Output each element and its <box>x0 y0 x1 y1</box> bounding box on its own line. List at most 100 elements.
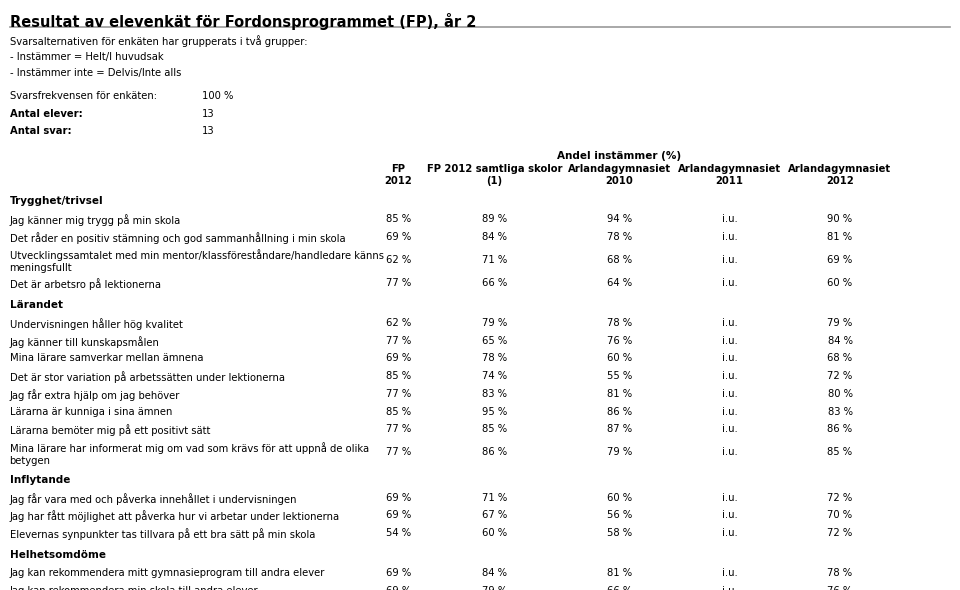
Text: 77 %: 77 % <box>386 389 411 399</box>
Text: 65 %: 65 % <box>482 336 507 346</box>
Text: Trygghet/trivsel: Trygghet/trivsel <box>10 196 104 206</box>
Text: 84 %: 84 % <box>482 232 507 242</box>
Text: Svarsalternativen för enkäten har grupperats i två grupper:: Svarsalternativen för enkäten har gruppe… <box>10 35 307 47</box>
Text: 80 %: 80 % <box>828 389 852 399</box>
Text: 13: 13 <box>202 109 214 119</box>
Text: Inflytande: Inflytande <box>10 475 70 485</box>
Text: 68 %: 68 % <box>607 255 632 265</box>
Text: 77 %: 77 % <box>386 278 411 288</box>
Text: i.u.: i.u. <box>722 371 737 381</box>
Text: 78 %: 78 % <box>607 318 632 328</box>
Text: 72 %: 72 % <box>828 528 852 538</box>
Text: 81 %: 81 % <box>607 389 632 399</box>
Text: 76 %: 76 % <box>607 336 632 346</box>
Text: Jag kan rekommendera min skola till andra elever: Jag kan rekommendera min skola till andr… <box>10 586 258 590</box>
Text: 81 %: 81 % <box>607 568 632 578</box>
Text: 74 %: 74 % <box>482 371 507 381</box>
Text: Jag får extra hjälp om jag behöver: Jag får extra hjälp om jag behöver <box>10 389 180 401</box>
Text: FP
2012: FP 2012 <box>385 164 412 186</box>
Text: i.u.: i.u. <box>722 493 737 503</box>
Text: 83 %: 83 % <box>482 389 507 399</box>
Text: 77 %: 77 % <box>386 447 411 457</box>
Text: 62 %: 62 % <box>386 255 411 265</box>
Text: Helhetsomdöme: Helhetsomdöme <box>10 550 106 560</box>
Text: 69 %: 69 % <box>386 232 411 242</box>
Text: 60 %: 60 % <box>828 278 852 288</box>
Text: 60 %: 60 % <box>482 528 507 538</box>
Text: 79 %: 79 % <box>482 586 507 590</box>
Text: 85 %: 85 % <box>386 371 411 381</box>
Text: i.u.: i.u. <box>722 318 737 328</box>
Text: i.u.: i.u. <box>722 586 737 590</box>
Text: 78 %: 78 % <box>828 568 852 578</box>
Text: Jag känner till kunskapsmålen: Jag känner till kunskapsmålen <box>10 336 159 348</box>
Text: Det är arbetsro på lektionerna: Det är arbetsro på lektionerna <box>10 278 160 290</box>
Text: Arlandagymnasiet
2012: Arlandagymnasiet 2012 <box>788 164 892 186</box>
Text: 81 %: 81 % <box>828 232 852 242</box>
Text: 77 %: 77 % <box>386 424 411 434</box>
Text: i.u.: i.u. <box>722 389 737 399</box>
Text: 79 %: 79 % <box>607 447 632 457</box>
Text: i.u.: i.u. <box>722 353 737 363</box>
Text: 13: 13 <box>202 126 214 136</box>
Text: Jag får vara med och påverka innehållet i undervisningen: Jag får vara med och påverka innehållet … <box>10 493 297 504</box>
Text: 86 %: 86 % <box>828 424 852 434</box>
Text: 60 %: 60 % <box>607 493 632 503</box>
Text: i.u.: i.u. <box>722 447 737 457</box>
Text: i.u.: i.u. <box>722 424 737 434</box>
Text: 77 %: 77 % <box>386 336 411 346</box>
Text: i.u.: i.u. <box>722 510 737 520</box>
Text: 76 %: 76 % <box>828 586 852 590</box>
Text: 56 %: 56 % <box>607 510 632 520</box>
Text: i.u.: i.u. <box>722 278 737 288</box>
Text: 69 %: 69 % <box>386 586 411 590</box>
Text: Jag har fått möjlighet att påverka hur vi arbetar under lektionerna: Jag har fått möjlighet att påverka hur v… <box>10 510 340 522</box>
Text: i.u.: i.u. <box>722 568 737 578</box>
Text: 71 %: 71 % <box>482 493 507 503</box>
Text: Mina lärare samverkar mellan ämnena: Mina lärare samverkar mellan ämnena <box>10 353 204 363</box>
Text: Arlandagymnasiet
2010: Arlandagymnasiet 2010 <box>567 164 671 186</box>
Text: 94 %: 94 % <box>607 214 632 224</box>
Text: Svarsfrekvensen för enkäten:: Svarsfrekvensen för enkäten: <box>10 91 156 101</box>
Text: 79 %: 79 % <box>828 318 852 328</box>
Text: 64 %: 64 % <box>607 278 632 288</box>
Text: 78 %: 78 % <box>482 353 507 363</box>
Text: 66 %: 66 % <box>607 586 632 590</box>
Text: 54 %: 54 % <box>386 528 411 538</box>
Text: i.u.: i.u. <box>722 232 737 242</box>
Text: 72 %: 72 % <box>828 493 852 503</box>
Text: 84 %: 84 % <box>482 568 507 578</box>
Text: i.u.: i.u. <box>722 528 737 538</box>
Text: Jag kan rekommendera mitt gymnasieprogram till andra elever: Jag kan rekommendera mitt gymnasieprogra… <box>10 568 325 578</box>
Text: 95 %: 95 % <box>482 407 507 417</box>
Text: 69 %: 69 % <box>386 353 411 363</box>
Text: Undervisningen håller hög kvalitet: Undervisningen håller hög kvalitet <box>10 318 182 330</box>
Text: 66 %: 66 % <box>482 278 507 288</box>
Text: 87 %: 87 % <box>607 424 632 434</box>
Text: FP 2012 samtliga skolor
(1): FP 2012 samtliga skolor (1) <box>426 164 563 186</box>
Text: - Instämmer inte = Delvis/Inte alls: - Instämmer inte = Delvis/Inte alls <box>10 68 181 78</box>
Text: 85 %: 85 % <box>482 424 507 434</box>
Text: 55 %: 55 % <box>607 371 632 381</box>
Text: 84 %: 84 % <box>828 336 852 346</box>
Text: 62 %: 62 % <box>386 318 411 328</box>
Text: Utvecklingssamtalet med min mentor/klassföreståndare/handledare känns
meningsful: Utvecklingssamtalet med min mentor/klass… <box>10 250 384 274</box>
Text: 83 %: 83 % <box>828 407 852 417</box>
Text: 69 %: 69 % <box>386 510 411 520</box>
Text: 67 %: 67 % <box>482 510 507 520</box>
Text: Elevernas synpunkter tas tillvara på ett bra sätt på min skola: Elevernas synpunkter tas tillvara på ett… <box>10 528 315 540</box>
Text: 85 %: 85 % <box>386 407 411 417</box>
Text: Lärarna bemöter mig på ett positivt sätt: Lärarna bemöter mig på ett positivt sätt <box>10 424 210 436</box>
Text: i.u.: i.u. <box>722 214 737 224</box>
Text: 69 %: 69 % <box>386 493 411 503</box>
Text: 78 %: 78 % <box>607 232 632 242</box>
Text: Det råder en positiv stämning och god sammanhållning i min skola: Det råder en positiv stämning och god sa… <box>10 232 346 244</box>
Text: Jag känner mig trygg på min skola: Jag känner mig trygg på min skola <box>10 214 180 226</box>
Text: 69 %: 69 % <box>828 255 852 265</box>
Text: - Instämmer = Helt/I huvudsak: - Instämmer = Helt/I huvudsak <box>10 52 163 62</box>
Text: 86 %: 86 % <box>607 407 632 417</box>
Text: i.u.: i.u. <box>722 336 737 346</box>
Text: 69 %: 69 % <box>386 568 411 578</box>
Text: 90 %: 90 % <box>828 214 852 224</box>
Text: 86 %: 86 % <box>482 447 507 457</box>
